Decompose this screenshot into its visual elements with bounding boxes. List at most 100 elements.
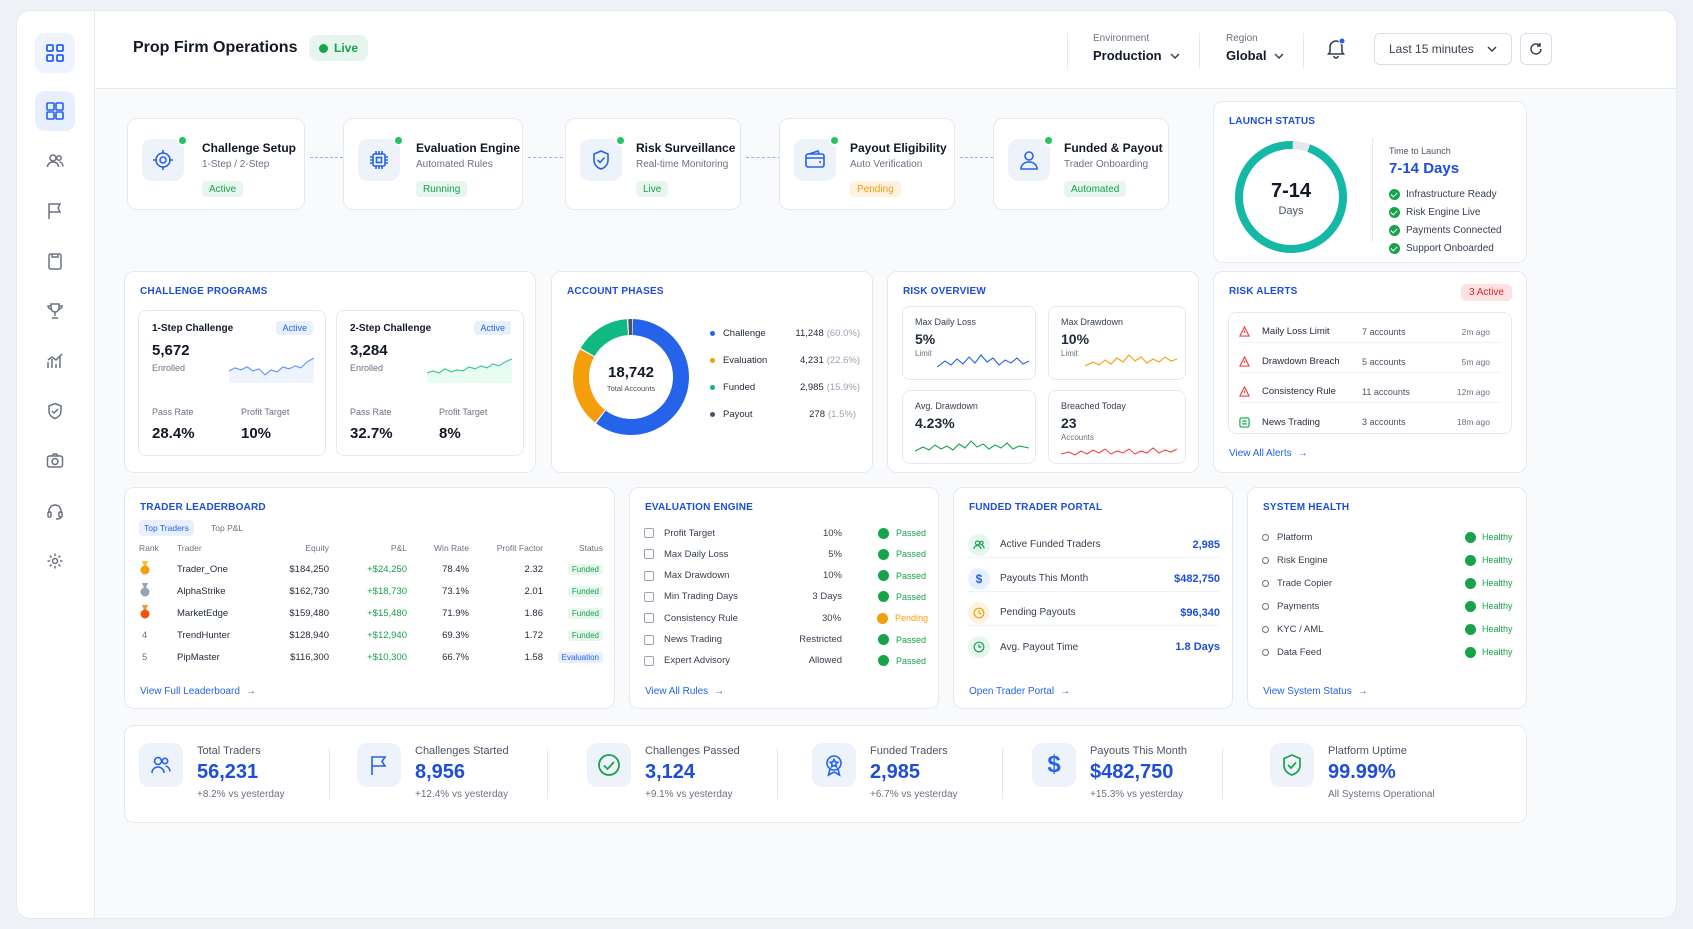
notification-bell-icon[interactable]	[1325, 37, 1349, 61]
view-all-alerts-link[interactable]: View All Alerts →	[1229, 448, 1308, 459]
portal-row[interactable]: Pending Payouts $96,340	[968, 600, 1220, 626]
check-circle-icon	[1465, 623, 1476, 635]
portal-row[interactable]: $ Payouts This Month $482,750	[968, 566, 1220, 592]
portal-row[interactable]: Active Funded Traders 2,985	[968, 532, 1220, 558]
wallet-icon	[794, 135, 840, 181]
program-card[interactable]: 1-Step Challenge Active 5,672 Enrolled P…	[138, 310, 326, 456]
open-trader-portal-link[interactable]: Open Trader Portal →	[969, 686, 1071, 697]
sparkline	[1085, 354, 1177, 367]
status-text: Passed	[896, 591, 927, 602]
risk-metric[interactable]: Max Drawdown 10% Limit	[1048, 306, 1186, 380]
table-row[interactable]: 4 TrendHunter $128,940 +$12,940 69.3% 1.…	[139, 624, 603, 646]
status-text: Healthy	[1482, 532, 1513, 542]
table-row[interactable]: Trader_One $184,250 +$24,250 78.4% 2.32 …	[139, 558, 603, 580]
sparkline	[427, 358, 512, 383]
risk-alerts-card: RISK ALERTS 3 Active Maily Loss Limit 7 …	[1213, 271, 1527, 473]
rule-row[interactable]: News Trading Restricted Passed	[644, 631, 928, 649]
check-circle-icon	[1389, 206, 1400, 218]
alerts-list: Maily Loss Limit 7 accounts 2m ago Drawd…	[1228, 312, 1512, 434]
health-row[interactable]: Risk Engine Healthy	[1262, 551, 1516, 569]
alert-row[interactable]: Maily Loss Limit 7 accounts 2m ago	[1239, 321, 1501, 343]
rule-row[interactable]: Max Drawdown 10% Passed	[644, 567, 928, 585]
leaderboard-table: Rank Trader Equity P&L Win Rate Profit F…	[139, 538, 603, 668]
tab-top-pnl[interactable]: Top P&L	[211, 523, 244, 533]
camera-icon[interactable]	[35, 441, 75, 481]
health-row[interactable]: KYC / AML Healthy	[1262, 620, 1516, 638]
app-window: Prop Firm Operations Live Environment Pr…	[16, 10, 1677, 919]
check-circle-icon	[1465, 554, 1476, 566]
kpi-label: Funded Traders	[870, 745, 948, 757]
portal-row[interactable]: Avg. Payout Time 1.8 Days	[968, 634, 1220, 660]
alert-row[interactable]: Consistency Rule 11 accounts 12m ago	[1239, 381, 1501, 403]
program-card[interactable]: 2-Step Challenge Active 3,284 Enrolled P…	[336, 310, 524, 456]
risk-metric[interactable]: Avg. Drawdown 4.23%	[902, 390, 1036, 464]
chart-icon[interactable]	[35, 341, 75, 381]
status-dot-icon	[1043, 135, 1054, 146]
gear-icon[interactable]	[35, 541, 75, 581]
launch-status-card: LAUNCH STATUS 7-14 Days Time to Launch 7…	[1213, 101, 1527, 263]
tab-top-traders[interactable]: Top Traders	[139, 520, 194, 536]
view-system-status-link[interactable]: View System Status →	[1263, 686, 1368, 697]
shield-icon[interactable]	[35, 391, 75, 431]
alert-row[interactable]: Drawdown Breach 5 accounts 5m ago	[1239, 351, 1501, 373]
legend-dot	[710, 385, 715, 390]
kpi-value: $482,750	[1090, 761, 1174, 783]
news-icon	[1239, 416, 1250, 428]
flag-icon[interactable]	[35, 191, 75, 231]
trophy-icon[interactable]	[35, 291, 75, 331]
kpi-change: All Systems Operational	[1328, 789, 1435, 800]
check-circle-icon	[878, 527, 889, 539]
divider	[1372, 138, 1373, 242]
clipboard-icon[interactable]	[35, 241, 75, 281]
section-title: LAUNCH STATUS	[1229, 116, 1316, 127]
check-circle-icon	[1465, 600, 1476, 612]
section-title: FUNDED TRADER PORTAL	[969, 502, 1103, 513]
view-full-leaderboard-link[interactable]: View Full Leaderboard →	[140, 686, 256, 697]
table-row[interactable]: 5 PipMaster $116,300 +$10,300 66.7% 1.58…	[139, 646, 603, 668]
users-icon[interactable]	[35, 141, 75, 181]
environment-select[interactable]: Environment Production	[1093, 33, 1180, 63]
table-row[interactable]: MarketEdge $159,480 +$15,480 71.9% 1.86 …	[139, 602, 603, 624]
alert-row[interactable]: News Trading 3 accounts 18m ago	[1239, 411, 1501, 433]
chevron-down-icon	[1487, 46, 1497, 52]
donut-slice-challenge[interactable]	[573, 319, 689, 435]
health-row[interactable]: Platform Healthy	[1262, 528, 1516, 546]
kpi-value: 3,124	[645, 761, 696, 783]
divider	[777, 749, 778, 799]
rule-row[interactable]: Expert Advisory Allowed Passed	[644, 652, 928, 670]
check-circle-icon	[878, 591, 889, 603]
arrow-right-icon: →	[1060, 686, 1071, 697]
health-row[interactable]: Data Feed Healthy	[1262, 643, 1516, 661]
region-select[interactable]: Region Global	[1226, 33, 1284, 63]
rule-row[interactable]: Consistency Rule 30% Pending	[644, 609, 928, 627]
health-row[interactable]: Trade Copier Healthy	[1262, 574, 1516, 592]
section-title: RISK OVERVIEW	[903, 286, 986, 297]
timer-icon	[968, 636, 990, 658]
headset-icon[interactable]	[35, 491, 75, 531]
pipeline-step[interactable]: Payout Eligibility Auto Verification Pen…	[779, 118, 955, 210]
table-row[interactable]: AlphaStrike $162,730 +$18,730 73.1% 2.01…	[139, 580, 603, 602]
time-range-select[interactable]: Last 15 minutes	[1374, 33, 1512, 65]
status-text: Passed	[896, 634, 927, 645]
checkbox-icon	[644, 634, 654, 645]
status-badge: Funded	[567, 585, 603, 597]
refresh-button[interactable]	[1520, 33, 1552, 65]
risk-metric[interactable]: Max Daily Loss 5% Limit	[902, 306, 1036, 380]
logo-grid-icon[interactable]	[35, 33, 75, 73]
view-all-rules-link[interactable]: View All Rules →	[645, 686, 725, 697]
health-row[interactable]: Payments Healthy	[1262, 597, 1516, 615]
flow-arrow	[528, 157, 568, 159]
status-badge: Active	[202, 181, 244, 197]
pipeline-step[interactable]: Risk Surveillance Real-time Monitoring L…	[565, 118, 741, 210]
rule-row[interactable]: Max Daily Loss 5% Passed	[644, 545, 928, 563]
rule-row[interactable]: Profit Target 10% Passed	[644, 524, 928, 542]
risk-metric[interactable]: Breached Today 23 Accounts	[1048, 390, 1186, 464]
pipeline-step[interactable]: Funded & Payout Trader Onboarding Automa…	[993, 118, 1169, 210]
pipeline-step[interactable]: Evaluation Engine Automated Rules Runnin…	[343, 118, 523, 210]
pipeline-step[interactable]: Challenge Setup 1-Step / 2-Step Active	[127, 118, 305, 210]
check-circle-icon	[587, 743, 631, 787]
donut-slice-evaluation[interactable]	[573, 319, 689, 435]
dashboard-icon[interactable]	[35, 91, 75, 131]
sparkline	[915, 440, 1029, 452]
rule-row[interactable]: Min Trading Days 3 Days Passed	[644, 588, 928, 606]
